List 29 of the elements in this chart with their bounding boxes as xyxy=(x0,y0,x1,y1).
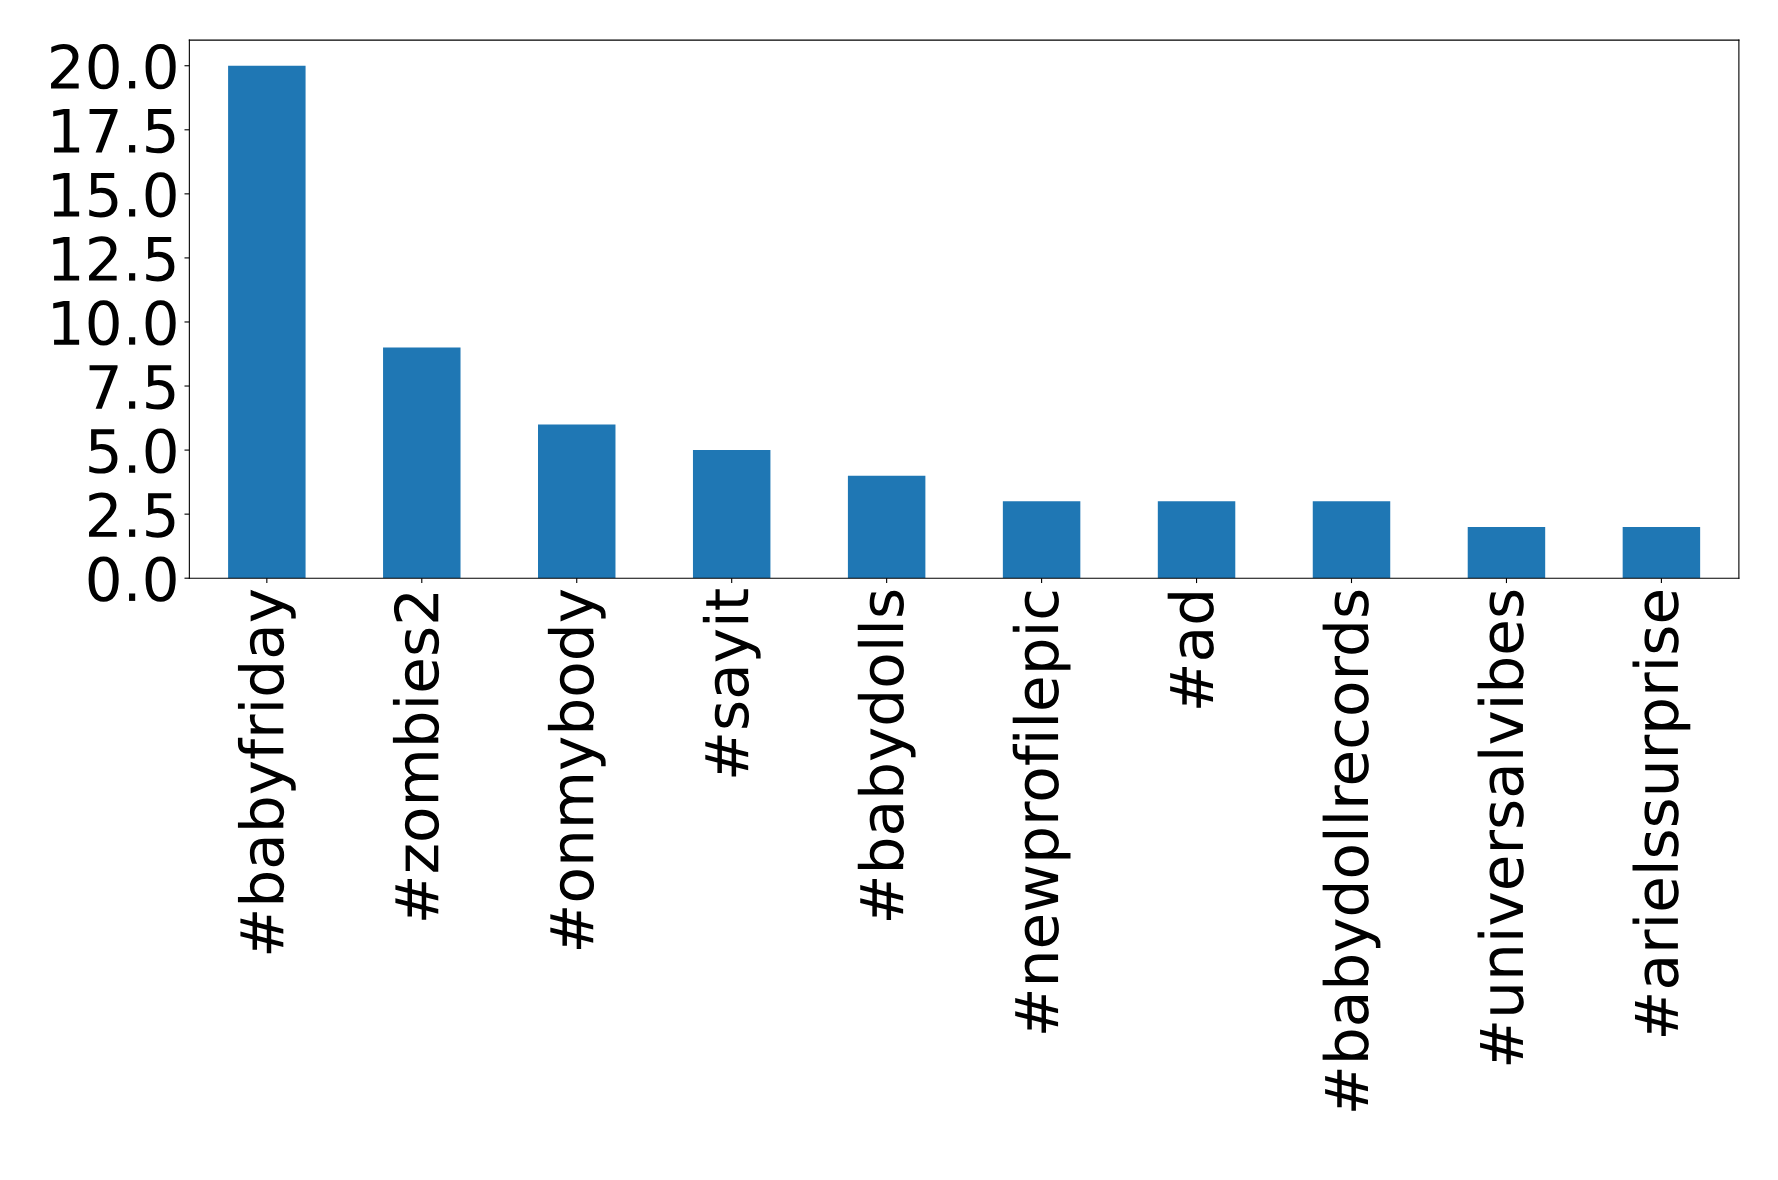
bar xyxy=(1157,501,1236,579)
x-tick-label: #newprofilepic xyxy=(1012,591,1071,1033)
bar xyxy=(1622,526,1701,579)
x-tick-label: #babydolls xyxy=(857,590,916,920)
x-tick-label: #sayit xyxy=(702,589,761,777)
bar xyxy=(1467,526,1546,579)
y-tick-label: 2.5 xyxy=(89,492,175,538)
y-tick-label: 7.5 xyxy=(89,365,175,410)
x-tick-label: #ad xyxy=(1167,593,1214,708)
bar xyxy=(692,450,771,579)
bar xyxy=(1002,501,1081,579)
x-tick-label: #zombies2 xyxy=(392,593,440,920)
y-tick-label: 17.5 xyxy=(53,108,175,154)
x-tick-label: #babydollrecords xyxy=(1322,590,1381,1111)
x-tick-label: #arielssurprise xyxy=(1632,591,1691,1036)
y-tick-label: 5.0 xyxy=(89,428,176,474)
y-tick-label: 15.0 xyxy=(53,172,176,218)
bar xyxy=(1312,501,1391,579)
bar xyxy=(538,424,616,579)
y-tick-label: 20.0 xyxy=(51,44,176,90)
y-tick-label: 10.0 xyxy=(53,300,176,346)
bar xyxy=(847,475,926,579)
bar xyxy=(228,65,306,579)
y-tick-label: 12.5 xyxy=(53,236,175,282)
x-tick-label: #babyfriday xyxy=(237,589,296,954)
x-tick-label: #onmybody xyxy=(547,589,606,949)
y-tick-label: 0.0 xyxy=(88,556,176,602)
x-tick-label: #universalvibes xyxy=(1477,590,1524,1065)
bar xyxy=(383,347,461,579)
